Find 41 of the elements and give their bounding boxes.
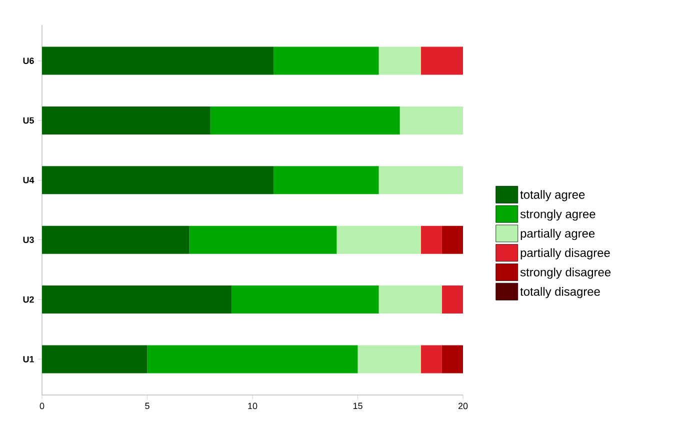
bar	[358, 345, 421, 374]
bar	[42, 166, 274, 194]
y-tick-label: U4	[23, 177, 34, 184]
x-tick-label: 20	[458, 402, 468, 410]
legend-label: partially agree	[520, 228, 595, 240]
bar	[42, 46, 274, 75]
bar	[147, 345, 358, 374]
y-tick-label: U6	[23, 58, 34, 64]
bar	[420, 345, 442, 374]
bar	[378, 286, 442, 314]
bar	[231, 286, 379, 314]
bar	[42, 345, 148, 374]
bar	[42, 226, 190, 254]
y-tick-label: U1	[23, 356, 34, 362]
bar	[378, 166, 464, 194]
bar	[442, 226, 464, 254]
bar	[378, 46, 421, 75]
bar	[274, 166, 379, 194]
bar	[420, 46, 464, 75]
x-tick-label: 5	[145, 402, 150, 410]
x-tick-label: 10	[248, 402, 258, 410]
bar	[210, 106, 400, 134]
bar	[400, 106, 464, 134]
y-tick-label: U5	[23, 117, 34, 124]
legend-label: strongly agree	[520, 209, 596, 221]
x-tick-label: 0	[40, 402, 44, 410]
y-tick-label: U3	[23, 236, 34, 244]
bar	[442, 286, 464, 314]
bar	[420, 226, 442, 254]
bar	[274, 46, 379, 75]
legend-label: totally disagree	[520, 287, 600, 298]
bar	[189, 226, 337, 254]
x-tick-label: 15	[353, 402, 362, 410]
bar	[42, 286, 232, 314]
legend-label: totally agree	[520, 190, 585, 202]
bar	[336, 226, 421, 254]
bar	[442, 345, 464, 374]
legend-label: partially disagree	[520, 248, 610, 260]
bar	[42, 106, 210, 134]
legend-label: strongly disagree	[520, 268, 611, 279]
y-tick-label: U2	[23, 296, 34, 303]
